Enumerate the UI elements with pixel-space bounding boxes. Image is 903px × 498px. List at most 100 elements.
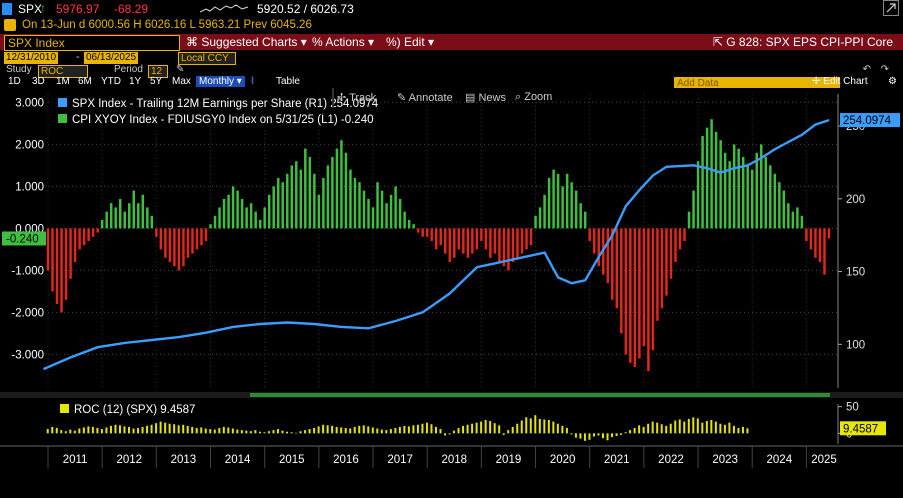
roc-bar bbox=[475, 422, 478, 434]
roc-bar bbox=[669, 423, 672, 434]
actions-menu[interactable]: % Actions ▾ bbox=[312, 35, 374, 49]
security-field[interactable]: SPX Index bbox=[4, 35, 180, 51]
roc-bar bbox=[105, 427, 108, 434]
quote-ticker[interactable]: SPX bbox=[18, 2, 43, 16]
start-date-field[interactable]: 12/31/2010 bbox=[4, 52, 59, 64]
roc-bar bbox=[561, 425, 564, 434]
cpi-bar bbox=[723, 152, 727, 229]
cpi-bar bbox=[805, 228, 808, 241]
roc-bar bbox=[87, 426, 90, 434]
cpi-bar bbox=[791, 211, 795, 229]
cpi-bar bbox=[755, 152, 758, 229]
cpi-bar bbox=[624, 228, 628, 355]
expand-icon[interactable] bbox=[883, 0, 899, 16]
cpi-bar bbox=[82, 228, 86, 246]
roc-bar bbox=[687, 418, 690, 434]
study-field[interactable]: ROC bbox=[38, 65, 88, 78]
study-label: Study bbox=[6, 64, 32, 75]
x-tick-label: 2020 bbox=[550, 454, 576, 466]
cpi-bar bbox=[489, 228, 492, 258]
line-chart-icon[interactable]: ⌇ bbox=[250, 76, 255, 87]
cpi-bar bbox=[782, 190, 786, 229]
frequency-select[interactable]: Monthly ▾ bbox=[196, 76, 245, 87]
tab-1y[interactable]: 1Y bbox=[129, 76, 142, 87]
edit-label: Edit bbox=[404, 35, 425, 49]
cpi-bar bbox=[168, 228, 172, 262]
roc-bar bbox=[159, 421, 162, 434]
cpi-bar bbox=[439, 228, 442, 246]
cpi-bar bbox=[55, 228, 59, 304]
cpi-bar bbox=[51, 228, 54, 292]
period-field[interactable]: 12 bbox=[148, 65, 168, 78]
settings-icon[interactable]: ⚙ bbox=[888, 76, 897, 87]
cpi-bar bbox=[73, 228, 77, 262]
news-button[interactable]: ▤ News bbox=[465, 92, 506, 104]
roc-bar bbox=[701, 422, 704, 434]
cpi-bar bbox=[787, 203, 790, 229]
cpi-last-badge bbox=[2, 231, 46, 246]
left-tick-label: -1.000 bbox=[11, 265, 44, 277]
roc-bar bbox=[439, 429, 442, 434]
cpi-bar bbox=[511, 228, 515, 262]
cpi-bar bbox=[376, 182, 379, 229]
cpi-bar bbox=[340, 140, 343, 229]
add-data-field[interactable]: Add Data bbox=[674, 77, 840, 89]
tab-1m[interactable]: 1M bbox=[56, 76, 70, 87]
cpi-bar bbox=[281, 182, 284, 229]
roc-bar bbox=[565, 428, 568, 434]
undo-icon[interactable]: ↶ bbox=[862, 64, 871, 75]
draw-icon[interactable]: ✎ bbox=[176, 64, 185, 75]
roc-bar bbox=[227, 427, 230, 434]
tab-1d[interactable]: 1D bbox=[8, 76, 21, 87]
roc-bar bbox=[444, 433, 447, 436]
edit-chart-button[interactable]: ✢ Edit Chart bbox=[812, 76, 868, 87]
roc-bar bbox=[64, 431, 67, 434]
main-chart[interactable]: 3.0002.0001.0000.000-1.000-2.000-3.00025… bbox=[0, 92, 903, 398]
roc-right-tick-label: 50 bbox=[846, 402, 859, 414]
sparkline-icon bbox=[200, 4, 249, 13]
roc-bar bbox=[602, 433, 605, 439]
currency-select[interactable]: Local CCY bbox=[178, 52, 236, 65]
tab-ytd[interactable]: YTD bbox=[101, 76, 121, 87]
chart-title[interactable]: ⇱ G 828: SPX EPS CPI-PPI Core bbox=[713, 35, 893, 49]
scrollbar-thumb bbox=[250, 393, 830, 397]
end-date-field[interactable]: 06/13/2025 bbox=[84, 52, 139, 64]
redo-icon[interactable]: ↷ bbox=[880, 64, 889, 75]
cpi-bar bbox=[516, 228, 519, 258]
cpi-bar bbox=[552, 169, 555, 229]
x-tick-label: 2018 bbox=[441, 454, 467, 466]
roc-bar bbox=[570, 433, 573, 435]
roc-bar bbox=[683, 421, 686, 434]
zoom-button[interactable]: ⌕ Zoom bbox=[515, 91, 553, 103]
cpi-bar bbox=[728, 161, 731, 229]
roc-bar bbox=[308, 429, 311, 434]
cpi-bar bbox=[746, 165, 749, 229]
roc-bar bbox=[146, 425, 149, 434]
roc-bar bbox=[213, 429, 216, 434]
quote-change: -68.29 bbox=[114, 2, 149, 16]
sticky-note-icon[interactable] bbox=[4, 19, 16, 31]
x-tick-label: 2019 bbox=[496, 454, 522, 466]
cpi-bar bbox=[335, 148, 339, 229]
edit-menu[interactable]: %) Edit ▾ bbox=[386, 35, 434, 49]
cpi-bar bbox=[475, 228, 479, 250]
cpi-bar bbox=[362, 190, 366, 229]
table-tab[interactable]: Table bbox=[276, 76, 300, 87]
track-button[interactable]: ✢ Track bbox=[337, 92, 377, 104]
tab-6m[interactable]: 6M bbox=[78, 76, 92, 87]
roc-bar bbox=[96, 428, 99, 434]
tab-3d[interactable]: 3D bbox=[32, 76, 45, 87]
roc-bar bbox=[362, 425, 365, 434]
tab-max[interactable]: Max bbox=[172, 76, 191, 87]
suggested-charts-menu[interactable]: ⌘ Suggested Charts ▾ bbox=[186, 35, 307, 49]
cpi-bar bbox=[209, 224, 212, 229]
chart-area[interactable]: 3.0002.0001.0000.000-1.000-2.000-3.00025… bbox=[0, 88, 903, 498]
cpi-bar bbox=[150, 215, 154, 229]
tab-5y[interactable]: 5Y bbox=[150, 76, 163, 87]
roc-bar bbox=[82, 427, 85, 434]
cpi-bar bbox=[182, 228, 185, 267]
roc-bar bbox=[164, 422, 167, 434]
x-tick-label: 2021 bbox=[604, 454, 630, 466]
annotate-button[interactable]: ✎ Annotate bbox=[397, 92, 453, 104]
